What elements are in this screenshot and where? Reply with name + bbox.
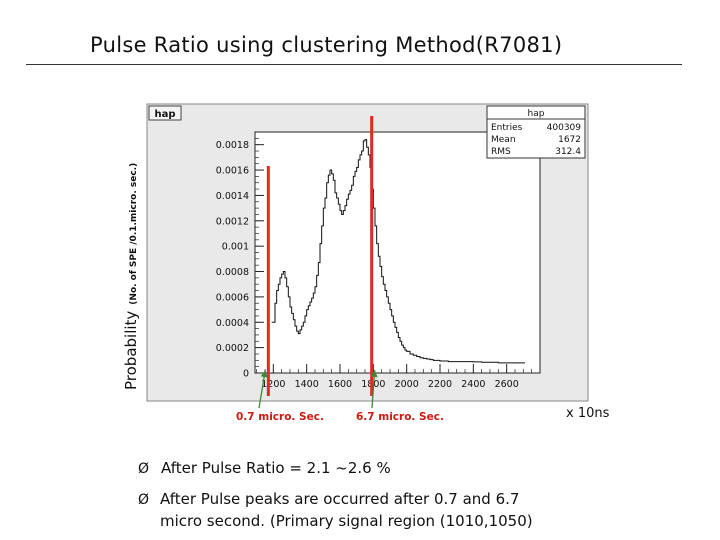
plot-area: [254, 131, 541, 374]
x-tick-label: 1600: [328, 379, 352, 390]
bullet-arrow-icon: Ø: [138, 461, 150, 477]
y-tick-label: 0.0014: [216, 191, 249, 202]
bullet-item-2-cont: micro second. (Primary signal region (10…: [160, 512, 533, 530]
stats-entries-value: 400309: [547, 123, 582, 133]
bullet-text-1: After Pulse Ratio = 2.1 ~2.6 %: [161, 459, 391, 477]
x-tick-label: 2400: [461, 379, 485, 390]
bullet-item-2: Ø After Pulse peaks are occurred after 0.…: [138, 490, 519, 508]
y-tick-label: 0: [243, 369, 249, 380]
x-tick-label: 1200: [261, 379, 285, 390]
x-tick-label: 2200: [428, 379, 452, 390]
hist-name-label: hap: [154, 109, 175, 120]
y-tick-label: 0.001: [222, 242, 249, 253]
histogram-line: [271, 139, 525, 364]
annotation-0-7-us: 0.7 micro. Sec.: [236, 411, 324, 423]
x-tick-label: 2600: [495, 379, 519, 390]
pointer-arrow-6-7-us-head: [370, 370, 378, 378]
bullet-text-2: After Pulse peaks are occurred after 0.7…: [160, 490, 520, 508]
y-tick-label: 0.0002: [216, 343, 249, 354]
hist-name-box: [148, 105, 182, 121]
slide-title: Pulse Ratio using clustering Method(R708…: [90, 33, 563, 57]
stats-entries-label: Entries: [491, 123, 523, 133]
x-tick-label: 2000: [395, 379, 419, 390]
y-tick-label: 0.0016: [216, 166, 249, 177]
stats-title: hap: [528, 109, 545, 119]
y-tick-label: 0.0018: [216, 140, 249, 151]
stats-rms-value: 312.4: [555, 147, 581, 157]
annotation-6-7-us: 6.7 micro. Sec.: [356, 411, 444, 423]
y-tick-label: 0.0004: [216, 318, 249, 329]
pointer-arrow-0-7-us-head: [260, 370, 268, 378]
stats-rms-label: RMS: [491, 147, 511, 157]
y-tick-label: 0.0008: [216, 267, 249, 278]
title-divider: [26, 64, 682, 65]
y-tick-label: 0.0012: [216, 216, 249, 227]
bullet-text-3: micro second. (Primary signal region (10…: [160, 512, 533, 530]
stats-mean-label: Mean: [491, 135, 516, 145]
y-tick-label: 0.0006: [216, 292, 249, 303]
x-axis-unit: x 10ns: [566, 406, 610, 421]
stats-mean-value: 1672: [558, 135, 581, 145]
stats-box: [486, 105, 586, 159]
x-tick-label: 1400: [295, 379, 319, 390]
bullet-item-1: Ø After Pulse Ratio = 2.1 ~2.6 %: [138, 459, 391, 477]
bullet-arrow-icon: Ø: [138, 492, 150, 508]
